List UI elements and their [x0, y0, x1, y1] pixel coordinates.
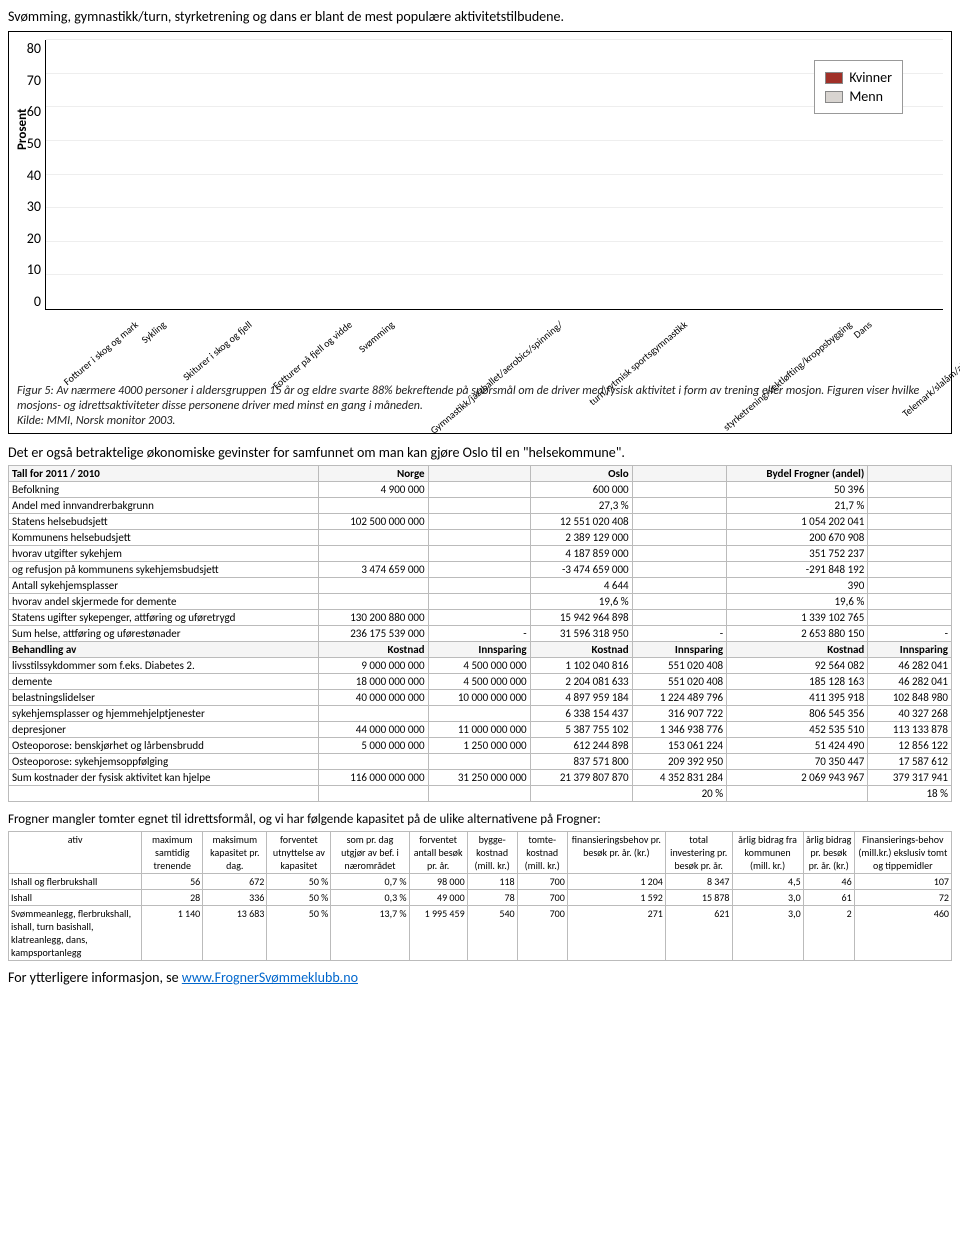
footer-text: For ytterligere informasjon, se www.Frog…: [8, 969, 952, 986]
x-axis-labels: Fotturer i skog og markSyklingSkiturer i…: [45, 312, 943, 402]
capacity-heading: Frogner mangler tomter egnet til idretts…: [8, 812, 952, 827]
activity-chart: Prosent 80706050403020100 Fotturer i sko…: [8, 31, 952, 434]
y-axis-ticks: 80706050403020100: [17, 40, 45, 310]
footer-link[interactable]: www.FrognerSvømmeklubb.no: [182, 969, 358, 986]
legend-swatch-menn: [825, 91, 843, 103]
economics-table: Tall for 2011 / 2010NorgeOsloBydel Frogn…: [8, 465, 952, 802]
legend-swatch-kvinner: [825, 72, 843, 84]
chart-plot: [45, 40, 943, 310]
y-axis-label: Prosent: [15, 109, 30, 150]
chart-legend: Kvinner Menn: [814, 60, 903, 114]
intro-text: Svømming, gymnastikk/turn, styrketrening…: [8, 8, 952, 25]
legend-label-kvinner: Kvinner: [849, 69, 892, 86]
legend-label-menn: Menn: [849, 88, 883, 105]
capacity-table: ativmaximum samtidig trenendemaksimum ka…: [8, 831, 952, 961]
